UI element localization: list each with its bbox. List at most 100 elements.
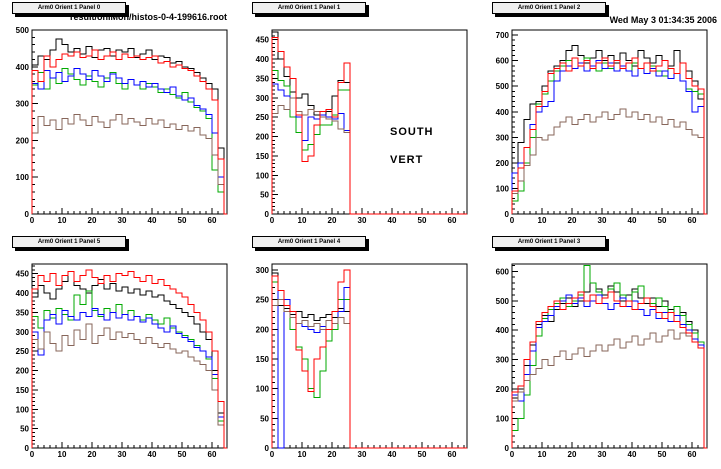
svg-text:100: 100 [496,184,510,193]
svg-text:50: 50 [658,450,667,459]
pad-1-plot: 0 10 20 30 40 50 60 0 50 100 150 200 250 300 350 400 450 [256,29,468,225]
svg-text:100: 100 [256,385,270,394]
svg-text:0: 0 [510,216,515,225]
svg-text:500: 500 [16,26,30,35]
svg-text:20: 20 [88,216,97,225]
svg-text:300: 300 [256,94,270,103]
svg-text:100: 100 [496,415,510,424]
svg-text:400: 400 [16,63,30,72]
pad-5[interactable]: 0 10 20 30 40 50 60 0 100 200 300 400 500 600 Arm0 Or… [480,234,720,468]
svg-text:450: 450 [256,36,270,45]
svg-text:500: 500 [496,297,510,306]
svg-text:60: 60 [448,450,457,459]
svg-text:200: 200 [256,325,270,334]
svg-text:40: 40 [148,450,157,459]
svg-text:300: 300 [496,133,510,142]
svg-text:60: 60 [448,216,457,225]
svg-text:150: 150 [256,355,270,364]
svg-text:100: 100 [256,171,270,180]
svg-text:60: 60 [688,216,697,225]
svg-text:400: 400 [496,108,510,117]
svg-text:150: 150 [16,386,30,395]
svg-text:250: 250 [256,296,270,305]
svg-text:30: 30 [118,216,127,225]
svg-text:20: 20 [568,450,577,459]
svg-text:0: 0 [505,444,510,453]
svg-text:20: 20 [568,216,577,225]
svg-text:300: 300 [16,100,30,109]
svg-text:450: 450 [16,270,30,279]
svg-text:0: 0 [25,210,30,219]
pad-1-title-bar[interactable]: Arm0 Orient 1 Panel 1 [252,2,366,14]
svg-text:400: 400 [496,326,510,335]
svg-text:10: 10 [298,216,307,225]
pad-3-title-bar[interactable]: Arm0 Orient 1 Panel 5 [12,236,126,248]
svg-text:0: 0 [25,444,30,453]
svg-text:100: 100 [16,405,30,414]
svg-text:200: 200 [496,159,510,168]
svg-text:200: 200 [496,385,510,394]
pad-3[interactable]: 0 10 20 30 40 50 60 0 50 100 150 200 250 300 350 400 450… [0,234,240,468]
svg-text:10: 10 [538,450,547,459]
svg-text:250: 250 [256,113,270,122]
pad-4-title-text: Arm0 Orient 1 Panel 4 [277,239,341,245]
svg-text:20: 20 [328,450,337,459]
svg-text:20: 20 [328,216,337,225]
pad-2-title-text: Arm0 Orient 1 Panel 2 [517,5,581,11]
svg-text:0: 0 [265,444,270,453]
svg-text:400: 400 [256,55,270,64]
pad-4-plot: 0 10 20 30 40 50 60 0 50 100 150 200 250 300 [256,263,468,459]
svg-text:40: 40 [628,450,637,459]
svg-text:40: 40 [388,216,397,225]
pad-4-title-bar[interactable]: Arm0 Orient 1 Panel 4 [252,236,366,248]
svg-text:10: 10 [538,216,547,225]
pad-2-title-bar[interactable]: Arm0 Orient 1 Panel 2 [492,2,606,14]
svg-text:50: 50 [20,425,29,434]
pad-4[interactable]: 0 10 20 30 40 50 60 0 50 100 150 200 250 300 Arm0 Ori… [240,234,480,468]
svg-text:10: 10 [58,216,67,225]
svg-text:350: 350 [16,308,30,317]
canvas-file-title: result/onlMon/histos-0-4-199616.root [69,12,227,22]
svg-text:50: 50 [260,414,269,423]
svg-text:0: 0 [30,216,35,225]
svg-text:350: 350 [256,74,270,83]
pad-1-title-text: Arm0 Orient 1 Panel 1 [277,5,341,11]
svg-text:0: 0 [270,450,275,459]
svg-text:50: 50 [658,216,667,225]
svg-text:60: 60 [688,450,697,459]
pad-3-plot: 0 10 20 30 40 50 60 0 50 100 150 200 250 300 350 400 450 [16,263,228,459]
svg-text:100: 100 [16,173,30,182]
pad-1[interactable]: 0 10 20 30 40 50 60 0 50 100 150 200 250 300 350 400 450… [240,0,480,234]
svg-text:50: 50 [178,216,187,225]
svg-text:200: 200 [16,136,30,145]
svg-text:600: 600 [496,267,510,276]
svg-text:50: 50 [418,216,427,225]
pad-2[interactable]: 0 10 20 30 40 50 60 0 100 200 300 400 500 600 700 Wed … [480,0,720,234]
svg-text:30: 30 [118,450,127,459]
pad-0[interactable]: 0 10 20 30 40 50 60 0 100 200 300 400 500 result/onl… [0,0,240,234]
svg-text:0: 0 [510,450,515,459]
pad-0-title-bar[interactable]: Arm0 Orient 1 Panel 0 [12,2,126,14]
svg-text:40: 40 [148,216,157,225]
svg-text:0: 0 [270,216,275,225]
svg-text:50: 50 [418,450,427,459]
svg-text:200: 200 [256,133,270,142]
svg-text:400: 400 [16,289,30,298]
south-vert-label: SOUTH VERT [390,118,434,174]
svg-text:40: 40 [628,216,637,225]
pad-5-title-bar[interactable]: Arm0 Orient 1 Panel 3 [492,236,606,248]
svg-text:20: 20 [88,450,97,459]
svg-text:700: 700 [496,31,510,40]
svg-text:60: 60 [208,216,217,225]
svg-text:10: 10 [58,450,67,459]
svg-text:30: 30 [358,216,367,225]
svg-text:30: 30 [598,216,607,225]
svg-text:60: 60 [208,450,217,459]
svg-text:300: 300 [496,356,510,365]
svg-text:250: 250 [16,347,30,356]
pad-0-title-text: Arm0 Orient 1 Panel 0 [37,5,101,11]
svg-text:300: 300 [16,328,30,337]
svg-text:0: 0 [30,450,35,459]
svg-text:50: 50 [178,450,187,459]
